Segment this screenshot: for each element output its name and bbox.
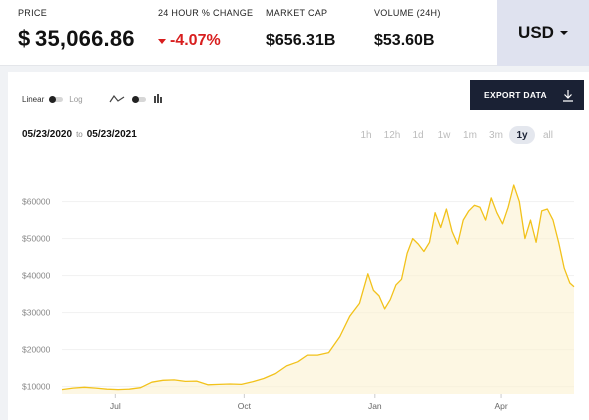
download-icon xyxy=(563,89,573,102)
chevron-down-icon xyxy=(559,31,568,35)
y-tick-label: $10000 xyxy=(22,382,51,392)
line-chart-icon[interactable] xyxy=(109,94,125,104)
volume-value: $53.60B xyxy=(374,32,435,49)
scale-toggle[interactable] xyxy=(49,95,64,103)
range-12h[interactable]: 12h xyxy=(383,129,401,141)
price-area-fill xyxy=(62,185,574,394)
y-tick-label: $60000 xyxy=(22,197,51,207)
y-tick-label: $20000 xyxy=(22,345,51,355)
export-data-button[interactable]: EXPORT DATA xyxy=(470,80,584,110)
chart-type-controls xyxy=(109,94,163,104)
stats-bar: PRICE $ 35,066.86 24 HOUR % CHANGE -4.07… xyxy=(0,0,589,66)
date-to-label: to xyxy=(76,130,83,139)
y-tick-label: $40000 xyxy=(22,271,51,281)
chart-area-layer xyxy=(61,184,575,394)
date-from: 05/23/2020 xyxy=(22,129,73,140)
market-cap-stat: MARKET CAP $656.31B xyxy=(266,8,335,50)
date-range[interactable]: 05/23/2020 to 05/23/2021 xyxy=(22,129,137,140)
range-1y[interactable]: 1y xyxy=(509,126,535,144)
market-cap-label: MARKET CAP xyxy=(266,8,328,18)
candlestick-icon[interactable] xyxy=(153,94,163,104)
currency-select[interactable]: USD xyxy=(497,0,589,66)
price-value: $ 35,066.86 xyxy=(18,26,135,51)
change-value-text: -4.07% xyxy=(170,32,221,49)
x-tick-label: Jul xyxy=(110,401,121,411)
range-selector: 1h 12h 1d 1w 1m 3m 1y all xyxy=(353,126,561,144)
range-1m[interactable]: 1m xyxy=(463,129,477,141)
x-tick-label: Jan xyxy=(368,401,382,411)
chart-panel: $10000 $20000 $30000 $40000 $50000 $60000 Jul… xyxy=(8,72,589,420)
y-tick-label: $50000 xyxy=(22,234,51,244)
change-label: 24 HOUR % CHANGE xyxy=(158,8,254,18)
volume-label: VOLUME (24H) xyxy=(374,8,441,18)
range-1h[interactable]: 1h xyxy=(360,129,372,141)
y-tick-label: $30000 xyxy=(22,308,51,318)
range-all[interactable]: all xyxy=(542,129,553,141)
price-series-line xyxy=(61,184,575,391)
currency-label: USD xyxy=(518,23,554,42)
linear-label: Linear xyxy=(22,94,45,104)
volume-stat: VOLUME (24H) $53.60B xyxy=(374,8,441,50)
price-stat: PRICE $ 35,066.86 xyxy=(18,8,135,52)
price-label: PRICE xyxy=(18,8,48,18)
x-tick-label: Oct xyxy=(238,401,252,411)
log-label: Log xyxy=(69,94,83,104)
range-1d[interactable]: 1d xyxy=(412,129,424,141)
date-to: 05/23/2021 xyxy=(86,129,137,140)
change-stat: 24 HOUR % CHANGE -4.07% xyxy=(158,8,253,50)
x-axis: Jul Oct Jan Apr xyxy=(110,394,508,411)
y-axis: $10000 $20000 $30000 $40000 $50000 $60000 xyxy=(22,197,51,392)
change-value: -4.07% xyxy=(158,32,253,50)
export-label: EXPORT DATA xyxy=(484,90,547,100)
market-cap-value: $656.31B xyxy=(266,32,336,49)
range-3m[interactable]: 3m xyxy=(489,129,503,141)
range-1w[interactable]: 1w xyxy=(437,129,451,141)
price-chart: $10000 $20000 $30000 $40000 $50000 $60000 Jul… xyxy=(22,184,575,411)
scale-controls: Linear Log xyxy=(22,94,163,104)
down-arrow-icon xyxy=(158,38,166,44)
x-tick-label: Apr xyxy=(494,401,507,411)
chart-type-toggle[interactable] xyxy=(131,95,146,103)
